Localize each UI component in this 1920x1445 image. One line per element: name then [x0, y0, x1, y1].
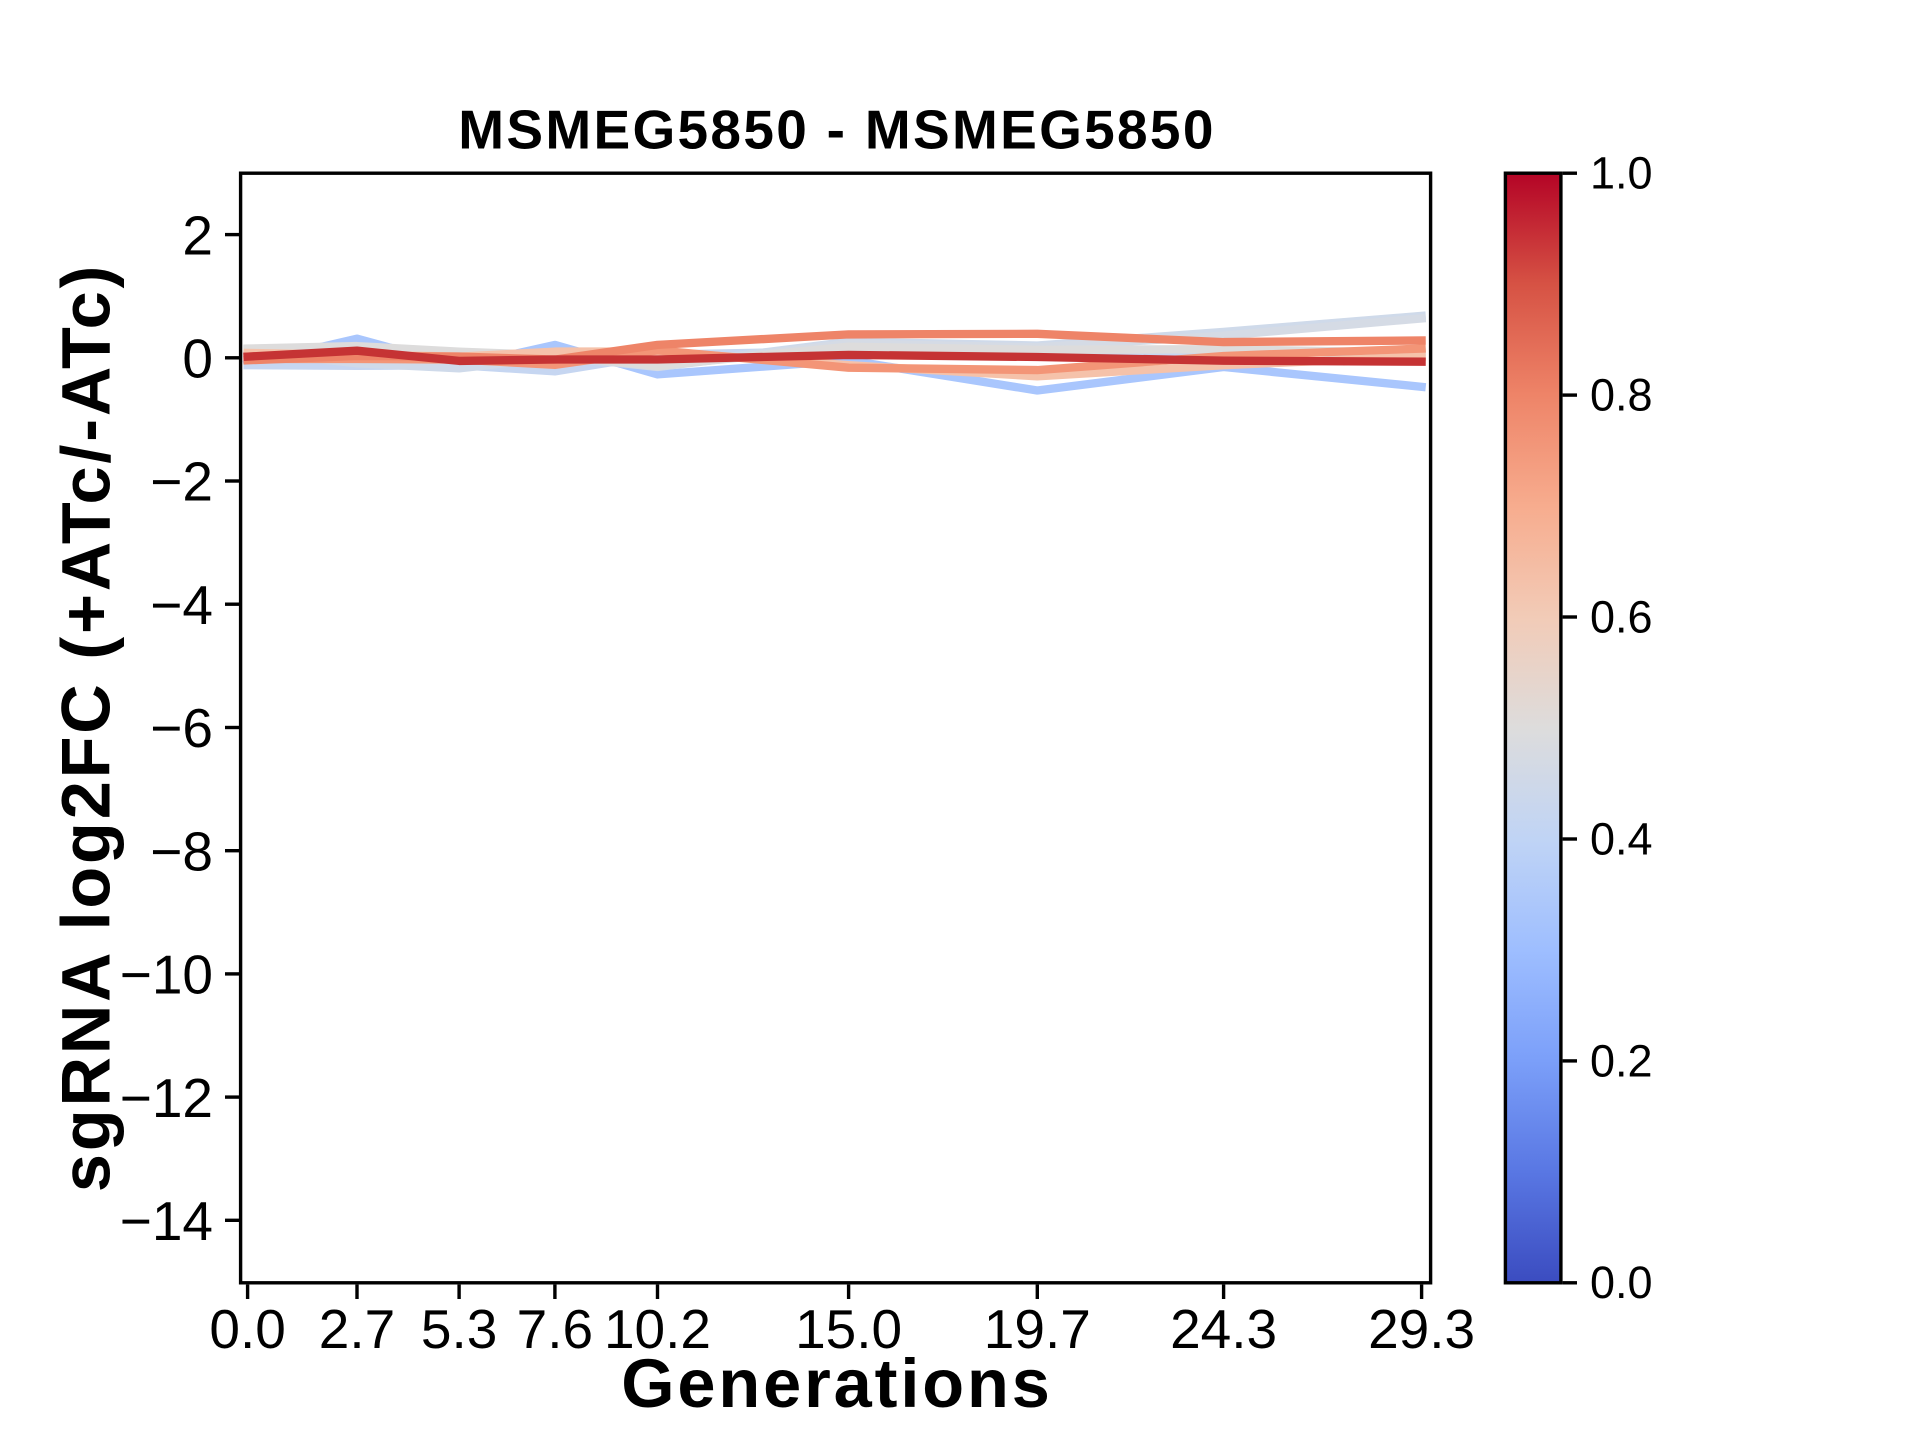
svg-text:MSMEG5850 - MSMEG5850: MSMEG5850 - MSMEG5850	[458, 98, 1215, 160]
svg-text:Generations: Generations	[621, 1345, 1053, 1422]
svg-text:2.7: 2.7	[319, 1298, 395, 1360]
svg-text:0.4: 0.4	[1590, 813, 1653, 864]
svg-text:29.3: 29.3	[1368, 1298, 1475, 1360]
svg-text:5.3: 5.3	[421, 1298, 497, 1360]
svg-text:−12: −12	[120, 1067, 213, 1129]
svg-text:sgRNA log2FC (+ATc/-ATc): sgRNA log2FC (+ATc/-ATc)	[48, 263, 125, 1192]
svg-text:−14: −14	[120, 1190, 213, 1252]
svg-text:15.0: 15.0	[795, 1298, 902, 1360]
svg-text:0.8: 0.8	[1590, 370, 1653, 421]
svg-text:0.0: 0.0	[209, 1298, 285, 1360]
svg-text:24.3: 24.3	[1170, 1298, 1277, 1360]
svg-text:19.7: 19.7	[984, 1298, 1091, 1360]
svg-text:0.2: 0.2	[1590, 1035, 1653, 1086]
svg-text:2: 2	[182, 204, 213, 266]
svg-text:7.6: 7.6	[517, 1298, 593, 1360]
svg-text:−4: −4	[150, 574, 213, 636]
svg-text:−6: −6	[150, 697, 213, 759]
svg-text:0.6: 0.6	[1590, 591, 1653, 642]
svg-text:1.0: 1.0	[1590, 148, 1653, 199]
svg-text:0: 0	[182, 328, 213, 390]
svg-text:10.2: 10.2	[604, 1298, 711, 1360]
svg-text:−2: −2	[150, 451, 213, 513]
svg-text:−8: −8	[150, 820, 213, 882]
svg-text:−10: −10	[120, 944, 213, 1006]
svg-text:0.0: 0.0	[1590, 1257, 1653, 1308]
